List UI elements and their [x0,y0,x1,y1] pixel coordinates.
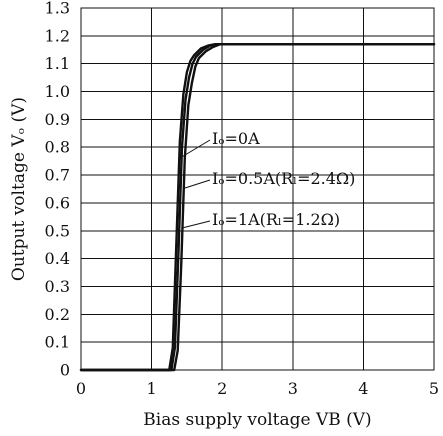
series-curves [79,43,436,372]
x-tick-label: 2 [217,379,227,398]
y-tick-label: 1.3 [45,0,70,18]
x-axis-label: Bias supply voltage VB (V) [143,410,371,430]
series-label-1: Iₒ=0A [212,129,260,148]
y-tick-label: 0.1 [45,333,70,352]
y-tick-label: 0.7 [45,166,70,185]
annotation-leader-1 [179,139,211,159]
x-tick-label: 3 [288,379,298,398]
y-tick-label: 0 [60,361,70,380]
annotation-leader-2 [184,179,211,189]
y-tick-label: 0.9 [45,110,70,129]
x-tick-labels: 0 1 2 3 4 5 [76,379,439,398]
x-tick-label: 0 [76,379,86,398]
series-annotations: Iₒ=0A Iₒ=0.5A(Rₗ=2.4Ω) Iₒ=1A(Rₗ=1.2Ω) [212,129,355,229]
grid [81,8,434,370]
x-tick-label: 4 [358,379,368,398]
y-tick-label: 1.1 [45,54,70,73]
annotation-leaders [179,139,211,229]
y-tick-label: 1.2 [45,26,70,45]
x-tick-label: 5 [429,379,439,398]
series-label-3: Iₒ=1A(Rₗ=1.2Ω) [212,210,340,229]
y-tick-label: 0.2 [45,305,70,324]
series-curve-2 [79,43,436,372]
plot-area-frame [80,7,435,371]
series-curve-3 [79,43,436,372]
series-curve-1 [79,43,436,372]
y-tick-label: 1.0 [45,82,70,101]
y-tick-labels: 0 0.1 0.2 0.3 0.4 0.5 0.6 0.7 0.8 0.9 1.0 1.1 1.2 1.3 [45,0,70,380]
series-label-2: Iₒ=0.5A(Rₗ=2.4Ω) [212,169,355,188]
x-tick-label: 1 [147,379,157,398]
y-tick-label: 0.3 [45,277,70,296]
y-axis-label: Output voltage Vₒ (V) [9,97,29,281]
y-tick-label: 0.4 [45,249,70,268]
y-tick-label: 0.8 [45,138,70,157]
annotation-leader-3 [181,220,211,229]
y-tick-label: 0.5 [45,221,70,240]
y-tick-label: 0.6 [45,193,70,212]
